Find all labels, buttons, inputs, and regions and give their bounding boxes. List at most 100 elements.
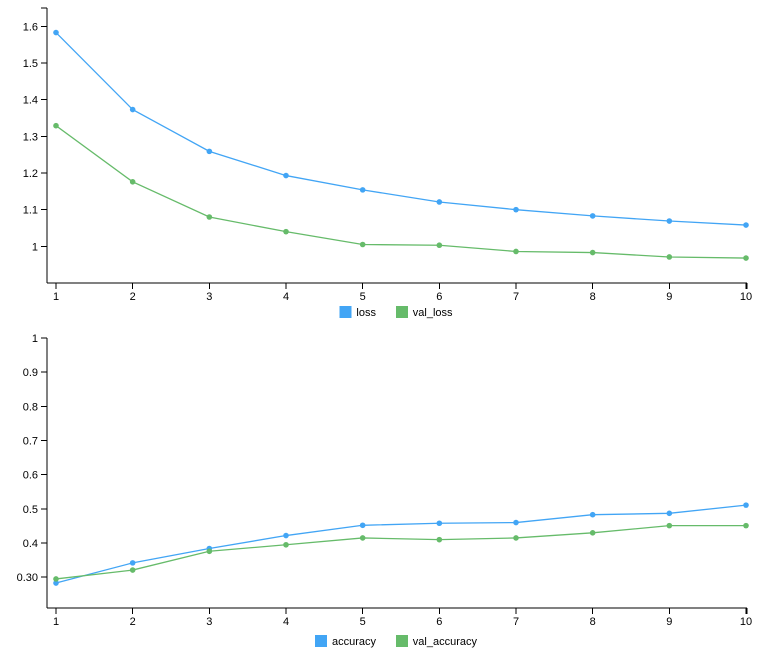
val_accuracy-point	[513, 535, 519, 541]
series-loss	[53, 29, 749, 228]
loss-point	[283, 172, 289, 179]
y-tick-label: 0.7	[23, 436, 38, 448]
x-tick-label: 5	[360, 616, 366, 628]
legend: loss val_loss	[339, 306, 453, 319]
val_loss-point	[283, 228, 289, 235]
series-val_accuracy	[53, 522, 749, 582]
loss-point	[513, 206, 519, 213]
y-tick-label: 1	[32, 241, 38, 253]
legend-item-val_accuracy[interactable]: val_accuracy	[395, 635, 478, 648]
x-tick-label: 3	[206, 616, 212, 628]
series-val_loss	[53, 122, 749, 261]
x-tick-label: 7	[513, 291, 519, 303]
y-tick-label: 1.3	[23, 131, 38, 143]
y-tick-label: 1.2	[23, 168, 38, 180]
x-tick-label: 3	[206, 291, 212, 303]
y-tick-label: 1	[32, 333, 38, 345]
legend-label: val_loss	[413, 307, 453, 319]
x-tick-label: 1	[53, 616, 59, 628]
legend-swatch	[339, 306, 352, 318]
y-tick-label: 0.30	[17, 572, 38, 584]
x-tick-label: 2	[130, 291, 136, 303]
loss-point	[743, 222, 749, 228]
accuracy-point	[589, 511, 596, 518]
x-tick-label: 9	[666, 616, 672, 628]
val_loss-point	[513, 248, 519, 255]
val_accuracy-point	[436, 536, 443, 543]
loss-point	[436, 199, 443, 205]
accuracy-point	[513, 519, 519, 526]
x-tick-label: 7	[513, 616, 519, 628]
loss-point	[206, 148, 213, 155]
loss-point	[129, 106, 136, 113]
val_accuracy-point	[589, 530, 596, 536]
accuracy-point	[359, 522, 366, 529]
val_accuracy-point	[53, 576, 59, 582]
x-tick-label: 4	[283, 291, 289, 303]
accuracy-point	[129, 560, 136, 566]
legend-label: loss	[356, 307, 376, 319]
x-tick-label: 10	[740, 616, 752, 628]
axes	[41, 7, 748, 289]
loss-point	[53, 29, 59, 36]
val_loss-point	[436, 242, 443, 249]
y-tick-label: 1.4	[23, 95, 38, 107]
y-tick-label: 0.9	[23, 367, 38, 379]
legend-item-loss[interactable]: loss	[339, 306, 376, 319]
val_loss-point	[53, 122, 59, 129]
val_accuracy-line	[55, 524, 746, 580]
y-tick-label: 0.6	[23, 470, 38, 482]
legend-item-accuracy[interactable]: accuracy	[315, 635, 377, 648]
x-tick-label: 8	[590, 616, 596, 628]
val_loss-point	[129, 179, 136, 185]
accuracy-point	[666, 510, 673, 517]
x-tick-label: 6	[436, 291, 442, 303]
x-tick-label: 2	[130, 616, 136, 628]
accuracy-point	[283, 532, 289, 539]
val_accuracy-point	[206, 548, 213, 555]
loss-line	[55, 32, 747, 226]
x-tick-label: 6	[436, 616, 442, 628]
x-tick-label: 8	[590, 291, 596, 303]
legend-swatch	[395, 306, 408, 318]
accuracy-line	[55, 504, 747, 584]
x-tick-label: 5	[360, 291, 366, 303]
loss-chart-panel: 1 1.1 1.2 1.3 1.4 1.5 1.6 1 2 3 4 5 6 7 8 9 10 loss val_lo…	[23, 7, 752, 319]
accuracy-chart-panel: 0.30 0.4 0.5 0.6 0.7 0.8 0.9 1 1 2 3 4 5 6 7 8 9 10 accura…	[17, 333, 753, 648]
val_loss-point	[206, 214, 213, 220]
val_accuracy-point	[743, 522, 749, 529]
legend-swatch	[315, 635, 327, 647]
val_accuracy-point	[666, 522, 673, 529]
accuracy-point	[743, 502, 749, 508]
val_loss-point	[666, 254, 673, 260]
loss-point	[589, 213, 596, 219]
accuracy-point	[53, 580, 59, 586]
legend-item-val_loss[interactable]: val_loss	[395, 306, 453, 319]
val_loss-point	[589, 249, 596, 256]
legend-label: accuracy	[332, 636, 377, 648]
y-tick-label: 1.1	[23, 205, 38, 217]
x-tick-label: 10	[740, 291, 752, 303]
y-tick-label: 1.5	[23, 58, 38, 70]
y-tick-label: 1.6	[23, 21, 38, 33]
val_loss-point	[743, 255, 749, 261]
axes	[41, 337, 748, 614]
loss-point	[666, 218, 673, 224]
x-tick-label: 4	[283, 616, 289, 628]
y-tick-label: 0.8	[23, 401, 38, 413]
x-tick-label: 9	[666, 291, 672, 303]
accuracy-point	[436, 520, 443, 527]
val_accuracy-point	[129, 567, 136, 573]
val_loss-line	[55, 125, 747, 259]
y-tick-label: 0.5	[23, 504, 38, 516]
val_accuracy-point	[283, 541, 289, 548]
loss-point	[359, 187, 366, 193]
x-tick-label: 1	[53, 291, 59, 303]
legend-swatch	[395, 635, 408, 647]
legend: accuracy val_accuracy	[315, 635, 477, 648]
series-accuracy	[53, 502, 749, 586]
y-tick-label: 0.4	[23, 538, 38, 550]
val_loss-point	[359, 241, 366, 248]
legend-label: val_accuracy	[413, 636, 478, 648]
